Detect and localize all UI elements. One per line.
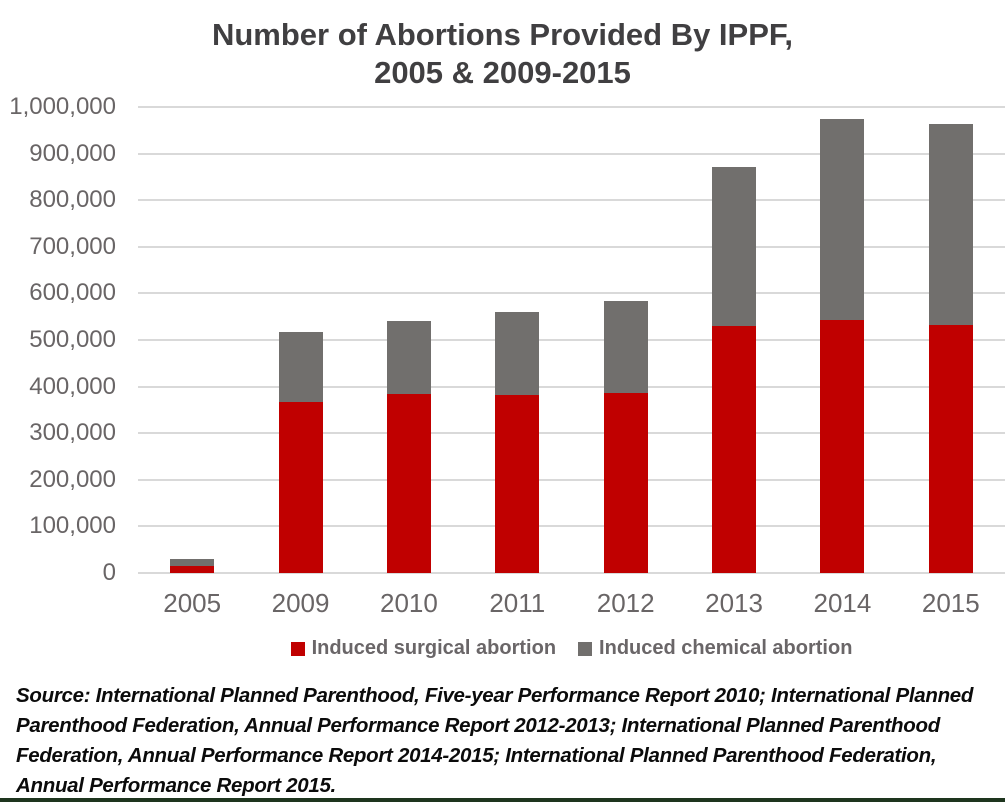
bar-2010 xyxy=(386,321,431,573)
chart-title-line1: Number of Abortions Provided By IPPF, xyxy=(211,17,794,52)
bar-2005-surgical xyxy=(170,565,215,573)
bar-2009-surgical xyxy=(278,402,323,573)
gridline-100000 xyxy=(138,525,1005,528)
y-tick-label-300000: 300,000 xyxy=(29,419,116,447)
bar-2010-chemical xyxy=(386,321,431,394)
bar-slot-2009 xyxy=(246,107,354,573)
bar-2012-surgical xyxy=(603,393,648,573)
y-axis-labels: 0 100,000 200,000 300,000 400,000 500,000 600,… xyxy=(0,94,126,586)
source-line-3: Federation, Annual Performance Report 20… xyxy=(16,744,937,767)
y-tick-label-600000: 600,000 xyxy=(29,279,116,307)
bar-2014-surgical xyxy=(820,319,865,573)
bar-2005-chemical xyxy=(170,559,215,566)
bottom-border-bar xyxy=(0,798,1005,802)
source-citation: Source: International Planned Parenthood… xyxy=(16,681,991,801)
source-line-1: Source: International Planned Parenthood… xyxy=(16,684,974,707)
x-tick-label-2015: 2015 xyxy=(921,588,980,618)
gridline-300000 xyxy=(138,432,1005,435)
bar-2005 xyxy=(170,559,215,573)
gridline-0 xyxy=(138,572,1005,574)
x-tick-label-2009: 2009 xyxy=(271,588,330,618)
bar-2009-chemical xyxy=(278,331,323,403)
y-tick-label-500000: 500,000 xyxy=(29,326,116,353)
x-tick-label-2013: 2013 xyxy=(705,588,763,618)
gridline-700000 xyxy=(138,245,1005,248)
bar-slot-2011 xyxy=(463,107,571,573)
bar-2013 xyxy=(712,166,757,573)
legend: Induced surgical abortion Induced chemica… xyxy=(138,637,1005,660)
bar-2014 xyxy=(820,118,865,573)
bar-2009 xyxy=(278,331,323,573)
x-tick-label-2005: 2005 xyxy=(163,588,222,618)
bar-slot-2010 xyxy=(355,107,463,573)
y-tick-label-1000000: 1,000,000 xyxy=(9,93,116,120)
x-tick-label-2014: 2014 xyxy=(813,588,872,618)
bar-2014-chemical xyxy=(820,118,865,320)
gridline-800000 xyxy=(138,199,1005,202)
bar-slot-2013 xyxy=(680,107,788,573)
gridline-400000 xyxy=(138,385,1005,388)
bar-2015-surgical xyxy=(928,324,973,573)
bar-2011 xyxy=(495,312,540,573)
bar-2012 xyxy=(603,300,648,573)
bar-2011-surgical xyxy=(495,395,540,573)
chart-title-line2: 2005 & 2009-2015 xyxy=(374,55,631,90)
legend-item-chemical: Induced chemical abortion xyxy=(578,637,852,660)
legend-label-surgical: Induced surgical abortion xyxy=(311,637,557,659)
y-tick-label-100000: 100,000 xyxy=(29,512,116,540)
x-axis-labels: 2005 2009 2010 2011 2012 2013 2014 2015 xyxy=(138,588,1005,619)
x-tick-label-2010: 2010 xyxy=(380,588,438,618)
y-tick-label-900000: 900,000 xyxy=(29,139,116,167)
bar-2015-chemical xyxy=(928,124,973,325)
bar-slot-2005 xyxy=(138,107,246,573)
gridline-600000 xyxy=(138,292,1005,295)
gridline-200000 xyxy=(138,478,1005,481)
legend-swatch-surgical xyxy=(290,641,305,656)
x-tick-label-2012: 2012 xyxy=(596,588,655,618)
bar-slot-2012 xyxy=(572,107,680,573)
gridline-900000 xyxy=(138,152,1005,155)
y-tick-label-400000: 400,000 xyxy=(29,372,116,400)
chart-title: Number of Abortions Provided By IPPF, 20… xyxy=(0,16,1005,92)
bar-2013-surgical xyxy=(712,325,757,573)
y-tick-label-700000: 700,000 xyxy=(29,232,116,260)
plot-area xyxy=(138,106,1005,574)
x-tick-label-2011: 2011 xyxy=(489,588,546,618)
bar-2015 xyxy=(928,124,973,573)
gridline-500000 xyxy=(138,339,1005,341)
bar-2010-surgical xyxy=(386,393,431,573)
y-tick-label-0: 0 xyxy=(102,559,116,586)
bar-2013-chemical xyxy=(712,166,757,326)
legend-item-surgical: Induced surgical abortion xyxy=(290,637,557,660)
bars-row xyxy=(138,107,1005,573)
y-tick-label-200000: 200,000 xyxy=(29,465,116,493)
source-line-4: Annual Performance Report 2015. xyxy=(16,774,336,797)
gridline-1000000 xyxy=(138,106,1005,108)
legend-label-chemical: Induced chemical abortion xyxy=(599,637,853,659)
y-tick-label-800000: 800,000 xyxy=(29,186,116,214)
bar-2012-chemical xyxy=(603,300,648,394)
bar-2011-chemical xyxy=(495,312,540,396)
source-line-2: Parenthood Federation, Annual Performanc… xyxy=(16,714,940,737)
legend-swatch-chemical xyxy=(578,641,593,656)
bar-slot-2014 xyxy=(788,107,896,573)
bar-slot-2015 xyxy=(897,107,1005,573)
